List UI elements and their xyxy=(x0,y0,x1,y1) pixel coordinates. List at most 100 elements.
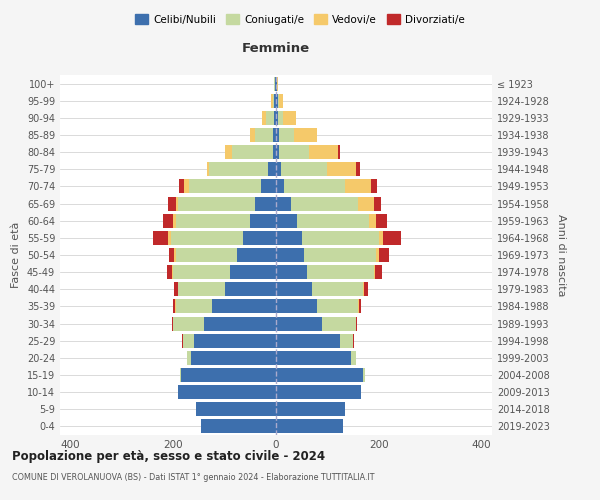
Bar xyxy=(191,351,276,365)
Bar xyxy=(276,300,317,314)
Bar xyxy=(176,300,212,314)
Bar xyxy=(281,162,328,176)
Bar xyxy=(206,162,209,176)
Bar xyxy=(340,334,353,347)
Bar xyxy=(276,420,343,434)
Bar xyxy=(178,282,224,296)
Bar xyxy=(262,111,266,125)
Bar xyxy=(182,334,184,347)
Bar xyxy=(274,111,276,125)
Bar xyxy=(256,196,276,210)
Bar xyxy=(274,94,276,108)
Bar xyxy=(276,231,302,245)
Bar xyxy=(172,265,173,279)
Bar xyxy=(176,214,250,228)
Bar xyxy=(359,300,361,314)
Bar xyxy=(173,316,204,330)
Bar xyxy=(356,162,360,176)
Bar xyxy=(275,76,276,90)
Bar xyxy=(278,128,294,142)
Bar xyxy=(276,76,277,90)
Bar xyxy=(174,248,176,262)
Bar xyxy=(276,162,281,176)
Bar xyxy=(364,368,365,382)
Bar xyxy=(170,231,242,245)
Bar xyxy=(168,196,176,210)
Bar xyxy=(250,128,256,142)
Bar xyxy=(194,334,276,347)
Bar xyxy=(224,145,232,159)
Bar xyxy=(176,196,178,210)
Bar xyxy=(368,214,376,228)
Bar xyxy=(274,128,276,142)
Bar xyxy=(346,180,371,194)
Bar xyxy=(178,385,276,399)
Bar xyxy=(273,94,274,108)
Bar xyxy=(163,214,173,228)
Bar xyxy=(173,300,175,314)
Bar xyxy=(276,180,284,194)
Bar xyxy=(274,145,276,159)
Bar xyxy=(268,162,276,176)
Bar xyxy=(278,145,310,159)
Bar xyxy=(376,248,379,262)
Bar xyxy=(276,316,322,330)
Bar xyxy=(204,316,276,330)
Bar xyxy=(276,248,304,262)
Bar xyxy=(196,402,276,416)
Bar xyxy=(277,76,278,90)
Bar xyxy=(322,316,356,330)
Bar xyxy=(276,368,364,382)
Bar xyxy=(276,196,292,210)
Bar xyxy=(168,231,170,245)
Y-axis label: Anni di nascita: Anni di nascita xyxy=(556,214,566,296)
Bar xyxy=(176,248,238,262)
Bar xyxy=(232,145,274,159)
Bar xyxy=(179,180,184,194)
Text: Popolazione per età, sesso e stato civile - 2024: Popolazione per età, sesso e stato civil… xyxy=(12,450,325,463)
Bar xyxy=(209,162,268,176)
Bar xyxy=(312,282,364,296)
Bar xyxy=(256,128,274,142)
Bar xyxy=(371,180,377,194)
Bar xyxy=(328,162,356,176)
Bar xyxy=(202,420,276,434)
Bar xyxy=(317,300,358,314)
Bar xyxy=(172,316,173,330)
Bar xyxy=(307,265,374,279)
Bar xyxy=(250,214,276,228)
Y-axis label: Fasce di età: Fasce di età xyxy=(11,222,21,288)
Bar xyxy=(242,231,276,245)
Bar xyxy=(184,334,194,347)
Bar xyxy=(302,231,379,245)
Bar xyxy=(350,351,356,365)
Bar xyxy=(310,145,338,159)
Bar xyxy=(353,334,354,347)
Bar xyxy=(383,231,401,245)
Bar xyxy=(276,282,312,296)
Bar xyxy=(184,180,188,194)
Bar xyxy=(374,196,382,210)
Bar xyxy=(283,111,296,125)
Bar xyxy=(167,265,172,279)
Bar xyxy=(276,334,340,347)
Bar xyxy=(276,265,307,279)
Bar xyxy=(358,196,374,210)
Bar xyxy=(294,128,317,142)
Bar xyxy=(276,145,278,159)
Bar xyxy=(375,265,382,279)
Bar xyxy=(276,111,278,125)
Bar xyxy=(276,128,278,142)
Bar xyxy=(296,214,368,228)
Bar xyxy=(276,94,278,108)
Bar xyxy=(374,265,375,279)
Bar xyxy=(292,196,358,210)
Bar xyxy=(284,180,346,194)
Bar xyxy=(376,214,386,228)
Bar xyxy=(338,145,340,159)
Bar xyxy=(224,282,276,296)
Legend: Celibi/Nubili, Coniugati/e, Vedovi/e, Divorziati/e: Celibi/Nubili, Coniugati/e, Vedovi/e, Di… xyxy=(131,10,469,29)
Bar xyxy=(173,265,230,279)
Bar xyxy=(187,351,191,365)
Bar xyxy=(379,231,383,245)
